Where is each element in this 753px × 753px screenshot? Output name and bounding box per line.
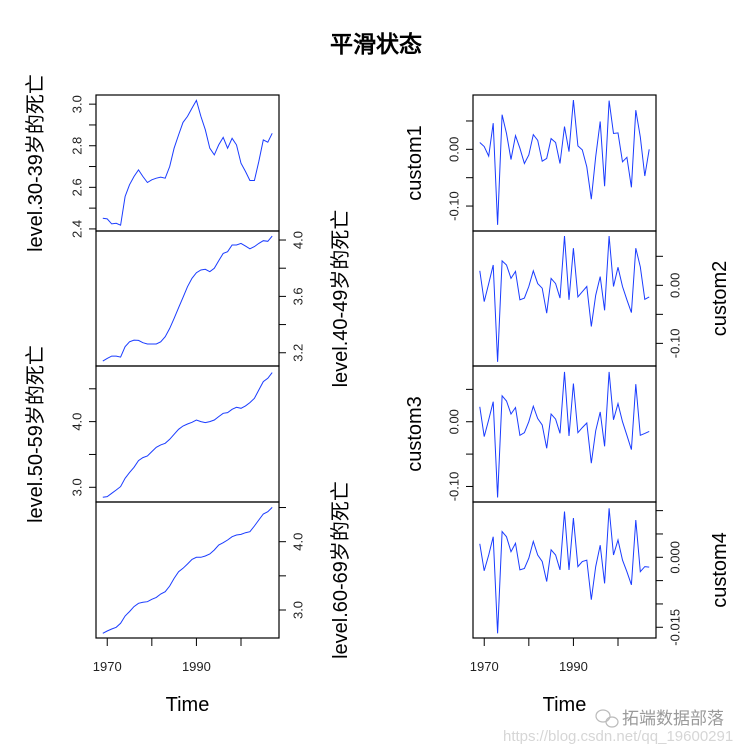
- y-tick-label: 2.8: [70, 137, 85, 155]
- series-line: [102, 99, 273, 226]
- panel-8: -0.015 0.000 custom4 1970 1990 Time: [470, 501, 731, 716]
- y-tick-label: 3.0: [70, 478, 85, 496]
- y-tick-label: 4.0: [70, 413, 85, 431]
- series-line: [479, 235, 650, 362]
- panel-frame: [95, 230, 280, 367]
- series-line: [102, 372, 273, 498]
- y-tick-label: 0.00: [447, 409, 462, 434]
- watermark-url: https://blog.csdn.net/qq_19600291: [503, 728, 733, 745]
- y-axis-label: level.40-49岁的死亡: [329, 210, 352, 388]
- x-tick-label: 1970: [470, 659, 499, 674]
- series-line: [479, 371, 650, 498]
- panel-1: 2.4 2.6 2.8 3.0 level.30-39岁的死亡: [24, 74, 280, 252]
- y-tick-label: 0.00: [447, 137, 462, 162]
- y-tick-label: 2.6: [70, 178, 85, 196]
- panel-5: -0.10 0.00 custom1: [404, 94, 657, 232]
- panel-6: -0.10 0.00 custom2: [472, 230, 731, 367]
- panel-frame: [95, 501, 280, 639]
- y-axis-label: custom2: [709, 261, 731, 337]
- panel-4: 3.0 4.0 level.60-69岁的死亡 1970 1990 Time: [93, 481, 352, 716]
- y-tick-label: 3.0: [291, 601, 306, 619]
- y-tick-label: 2.4: [70, 220, 85, 238]
- panel-3: 3.0 4.0 level.50-59岁的死亡: [24, 345, 280, 523]
- x-tick-label: 1970: [93, 659, 122, 674]
- series-line: [479, 99, 650, 225]
- y-axis-label: level.50-59岁的死亡: [24, 345, 47, 523]
- y-axis-label: custom3: [404, 396, 426, 472]
- y-axis-label: custom4: [709, 532, 731, 608]
- y-tick-label: -0.10: [447, 191, 462, 221]
- y-tick-label: 0.00: [668, 273, 683, 298]
- x-tick-label: 1990: [559, 659, 588, 674]
- panel-7: -0.10 0.00 custom3: [404, 365, 657, 503]
- y-axis-label: level.30-39岁的死亡: [24, 74, 47, 252]
- y-axis-label: custom1: [404, 125, 426, 201]
- x-tick-label: 1990: [182, 659, 211, 674]
- y-tick-label: 3.2: [291, 344, 306, 362]
- panel-2: 3.2 3.6 4.0 level.40-49岁的死亡: [95, 210, 352, 388]
- series-line: [102, 507, 273, 634]
- x-axis-label: Time: [543, 694, 587, 716]
- watermark: 拓端数据部落 https://blog.csdn.net/qq_19600291: [503, 709, 733, 745]
- y-tick-label: 4.0: [291, 533, 306, 551]
- y-tick-label: 3.0: [70, 95, 85, 113]
- wechat-icon: [595, 709, 619, 728]
- y-tick-label: 0.000: [668, 541, 683, 574]
- x-axis-label: Time: [166, 694, 210, 716]
- panel-frame: [472, 501, 657, 639]
- y-tick-label: -0.10: [668, 329, 683, 359]
- y-tick-label: -0.10: [447, 472, 462, 502]
- series-line: [102, 235, 273, 362]
- y-tick-label: -0.015: [668, 609, 683, 646]
- chart-title: 平滑状态: [330, 31, 422, 58]
- watermark-brand: 拓端数据部落: [622, 709, 724, 729]
- y-tick-label: 3.6: [291, 287, 306, 305]
- y-tick-label: 4.0: [291, 231, 306, 249]
- y-axis-label: level.60-69岁的死亡: [329, 481, 352, 659]
- series-line: [479, 508, 650, 634]
